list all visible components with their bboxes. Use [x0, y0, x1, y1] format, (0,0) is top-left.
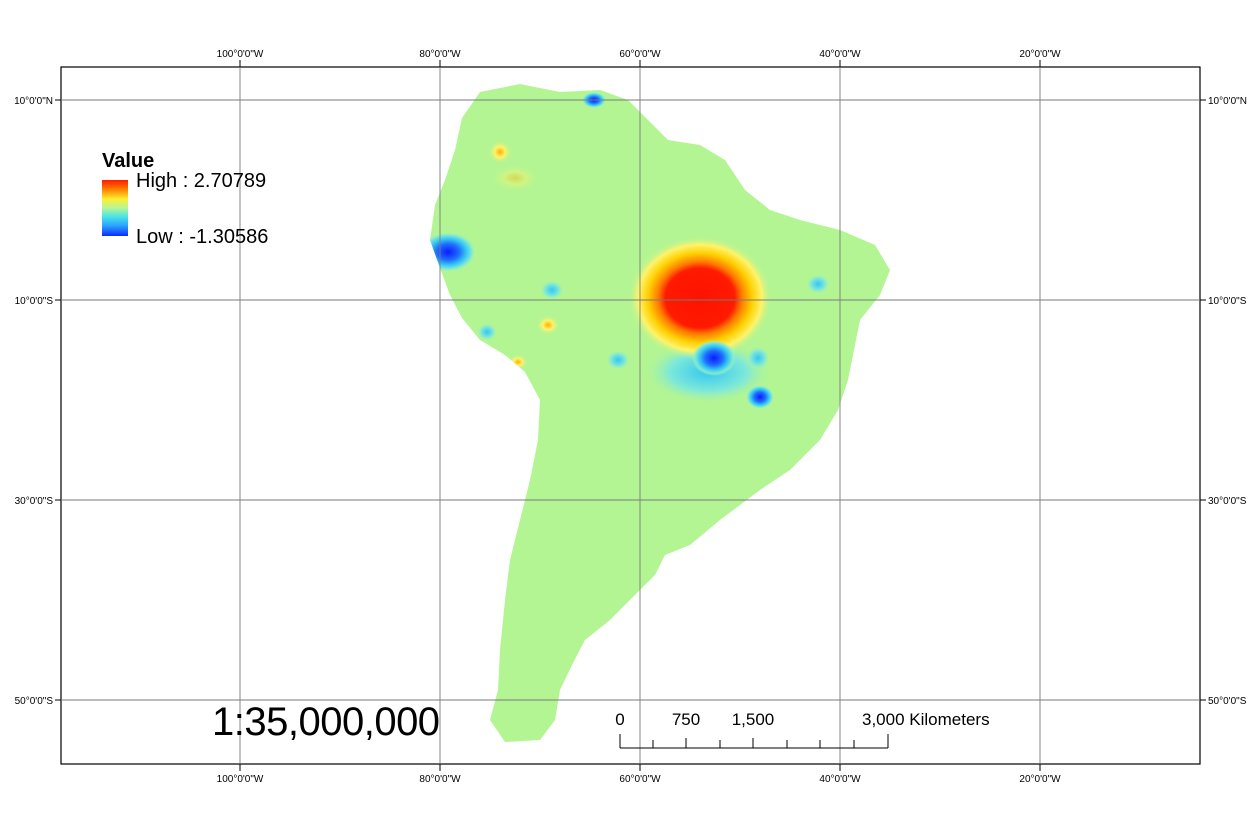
scale-bar-label-0: 0: [615, 710, 624, 729]
right-lat-label: 10°0'0"N: [1208, 96, 1247, 107]
bottom-lon-label: 100°0'0"W: [217, 774, 264, 785]
scale-ratio: 1:35,000,000: [212, 700, 440, 744]
scale-bar-label-3000: 3,000 Kilometers: [862, 710, 990, 729]
warm-anomaly-colombia: [488, 140, 512, 164]
low-anomaly-east: [746, 346, 770, 370]
left-lat-label: 30°0'0"S: [15, 496, 54, 507]
low-anomaly-southeast: [746, 385, 774, 409]
warm-band-north: [490, 164, 540, 192]
bottom-lon-label: 80°0'0"W: [419, 774, 461, 785]
top-lon-label: 100°0'0"W: [217, 49, 264, 60]
legend-low-label: Low : -1.30586: [136, 226, 269, 248]
right-lat-label: 30°0'0"S: [1208, 496, 1247, 507]
warm-anomaly-peru: [536, 315, 560, 335]
left-lat-label: 10°0'0"S: [15, 296, 54, 307]
legend-high-label: High : 2.70789: [136, 170, 267, 192]
warm-anomaly-coast: [508, 354, 528, 370]
tick-marks: [55, 60, 1206, 771]
legend-title: Value: [102, 150, 155, 172]
cool-anomaly-west: [540, 280, 564, 300]
right-lat-label: 50°0'0"S: [1208, 696, 1247, 707]
map-frame: [60, 66, 1201, 765]
cool-anomaly-central: [606, 350, 630, 370]
graticule: [61, 67, 1200, 764]
cool-anomaly-northeast: [806, 274, 830, 294]
scale-bar-label-750: 750: [672, 710, 700, 729]
low-anomaly-central: [692, 340, 736, 376]
top-lon-label: 80°0'0"W: [419, 49, 461, 60]
left-lat-label: 50°0'0"S: [15, 696, 54, 707]
value-raster: [430, 92, 830, 409]
scale-bar: [619, 734, 889, 749]
bottom-lon-label: 40°0'0"W: [819, 774, 861, 785]
high-anomaly-amazon: [628, 236, 772, 360]
cool-anomaly-andes: [477, 323, 497, 341]
top-lon-label: 60°0'0"W: [619, 49, 661, 60]
legend-color-ramp: [102, 180, 128, 236]
south-america-land: [430, 84, 890, 742]
bottom-lon-label: 60°0'0"W: [619, 774, 661, 785]
right-lat-label: 10°0'0"S: [1208, 296, 1247, 307]
top-lon-label: 40°0'0"W: [819, 49, 861, 60]
scale-bar-label-1500: 1,500: [732, 710, 775, 729]
bottom-lon-label: 20°0'0"W: [1019, 774, 1061, 785]
top-lon-label: 20°0'0"W: [1019, 49, 1061, 60]
low-anomaly-northwest: [430, 232, 476, 272]
left-lat-label: 10°0'0"N: [14, 96, 53, 107]
